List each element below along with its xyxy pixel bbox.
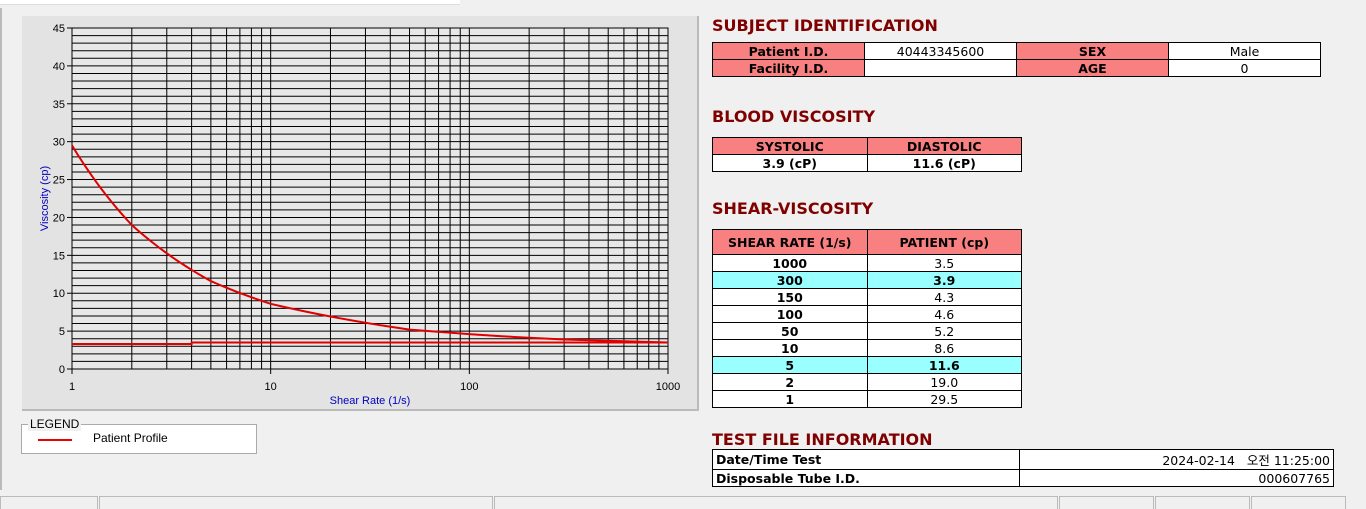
blood-title: BLOOD VISCOSITY bbox=[712, 107, 875, 126]
diastolic-value: 11.6 (cP) bbox=[867, 155, 1022, 172]
tube-label: Disposable Tube I.D. bbox=[713, 470, 1020, 487]
age: 0 bbox=[1169, 60, 1321, 77]
shear-col-patient: PATIENT (cp) bbox=[867, 230, 1022, 255]
date-value: 2024-02-14 오전 11:25:00 bbox=[1020, 450, 1334, 470]
viscosity-chart: 0 5 10 15 20 25 30 35 40 45 1 10 100 1000 Shear Rate (… bbox=[22, 16, 699, 411]
diastolic-label: DIASTOLIC bbox=[867, 138, 1022, 155]
age-label: AGE bbox=[1017, 60, 1169, 77]
y-tick-label: 0 bbox=[59, 364, 65, 376]
x-axis-label: Shear Rate (1/s) bbox=[330, 395, 411, 407]
facility-label: Facility I.D. bbox=[713, 60, 865, 77]
y-tick-label: 10 bbox=[53, 288, 65, 300]
shear-rate: 2 bbox=[713, 374, 868, 391]
status-pane bbox=[1251, 496, 1346, 509]
y-tick-label: 30 bbox=[53, 137, 65, 149]
legend-title: LEGEND bbox=[28, 417, 81, 431]
status-pane bbox=[99, 496, 493, 509]
legend-label: Patient Profile bbox=[93, 431, 168, 445]
y-tick-label: 5 bbox=[59, 326, 65, 338]
status-pane bbox=[0, 496, 98, 509]
sex-label: SEX bbox=[1017, 43, 1169, 60]
shear-rate: 1000 bbox=[713, 255, 868, 272]
patient-viscosity: 4.3 bbox=[867, 289, 1022, 306]
shear-rate: 10 bbox=[713, 340, 868, 357]
shear-rate: 5 bbox=[713, 357, 868, 374]
top-bar bbox=[0, 0, 460, 5]
patient-viscosity: 3.9 bbox=[867, 272, 1022, 289]
status-pane bbox=[494, 496, 1058, 509]
patient-id-label: Patient I.D. bbox=[713, 43, 865, 60]
y-tick-label: 40 bbox=[53, 61, 65, 73]
y-tick-label: 20 bbox=[53, 212, 65, 224]
shear-col-rate: SHEAR RATE (1/s) bbox=[713, 230, 868, 255]
x-tick-label: 1000 bbox=[656, 381, 680, 393]
sex: Male bbox=[1169, 43, 1321, 60]
x-tick-label: 10 bbox=[265, 381, 277, 393]
y-axis-label: Viscosity (cp) bbox=[39, 166, 51, 231]
x-tick-label: 100 bbox=[460, 381, 478, 393]
y-tick-label: 35 bbox=[53, 99, 65, 111]
subject-title: SUBJECT IDENTIFICATION bbox=[712, 16, 938, 35]
patient-viscosity: 5.2 bbox=[867, 323, 1022, 340]
systolic-label: SYSTOLIC bbox=[713, 138, 868, 155]
y-tick-label: 15 bbox=[53, 250, 65, 262]
y-tick-label: 45 bbox=[53, 23, 65, 35]
y-tick-label: 25 bbox=[53, 175, 65, 187]
shear-rate: 100 bbox=[713, 306, 868, 323]
systolic-value: 3.9 (cP) bbox=[713, 155, 868, 172]
plot-area bbox=[72, 28, 668, 369]
legend-line-swatch bbox=[38, 439, 72, 441]
patient-viscosity: 3.5 bbox=[867, 255, 1022, 272]
shear-rate: 1 bbox=[713, 391, 868, 408]
shear-title: SHEAR-VISCOSITY bbox=[712, 199, 873, 218]
status-pane bbox=[1155, 496, 1250, 509]
patient-viscosity: 19.0 bbox=[867, 374, 1022, 391]
status-pane bbox=[1059, 496, 1154, 509]
patient-viscosity: 29.5 bbox=[867, 391, 1022, 408]
shear-rate: 150 bbox=[713, 289, 868, 306]
date-label: Date/Time Test bbox=[713, 450, 1020, 470]
facility bbox=[865, 60, 1017, 77]
shear-rate: 300 bbox=[713, 272, 868, 289]
patient-viscosity: 4.6 bbox=[867, 306, 1022, 323]
tube-value: 000607765 bbox=[1020, 470, 1334, 487]
shear-rate: 50 bbox=[713, 323, 868, 340]
chart-svg: 0 5 10 15 20 25 30 35 40 45 1 10 100 1000 Shear Rate (… bbox=[22, 16, 697, 409]
patient-id: 40443345600 bbox=[865, 43, 1017, 60]
patient-viscosity: 11.6 bbox=[867, 357, 1022, 374]
patient-viscosity: 8.6 bbox=[867, 340, 1022, 357]
x-tick-label: 1 bbox=[69, 381, 75, 393]
testfile-title: TEST FILE INFORMATION bbox=[712, 430, 933, 449]
legend: LEGEND Patient Profile bbox=[21, 424, 257, 454]
